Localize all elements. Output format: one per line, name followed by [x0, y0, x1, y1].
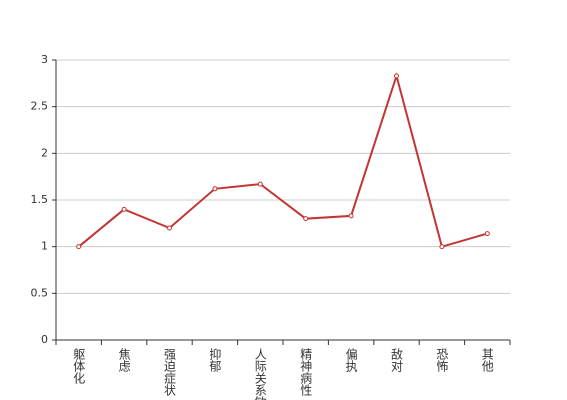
- x-tick-label: 偏执: [344, 347, 358, 373]
- y-tick-label: 1: [41, 240, 48, 253]
- x-tick-label: 强迫症状: [163, 348, 177, 396]
- point: [257, 181, 263, 187]
- x-tick-label: 其他: [480, 348, 494, 372]
- x-tick-label: 恐怖: [435, 348, 449, 372]
- point: [348, 213, 354, 219]
- x-tick-label: 人际关系敏感: [253, 348, 267, 400]
- point: [212, 186, 218, 192]
- point: [394, 73, 399, 79]
- x-tick-label: 躯体化: [72, 347, 86, 385]
- y-tick-label: 3: [41, 53, 48, 66]
- point: [121, 206, 127, 212]
- point: [76, 244, 82, 250]
- x-tick-label: 敌对: [390, 347, 404, 372]
- y-tick-label: 1.5: [31, 193, 49, 206]
- line: [78, 72, 488, 248]
- x-tick-label: 精神病性: [299, 348, 313, 397]
- x-tick-label: 抑郁: [208, 347, 222, 373]
- point: [167, 225, 172, 231]
- x-tick-label: 焦虑: [117, 348, 131, 372]
- y-tick-label: 0.5: [31, 286, 49, 299]
- point: [439, 244, 445, 250]
- point: [303, 216, 309, 222]
- y-tick-label: 2: [41, 146, 48, 159]
- y-tick-label: 0: [41, 333, 48, 346]
- y-tick-label: 2.5: [31, 100, 49, 113]
- point: [484, 231, 490, 237]
